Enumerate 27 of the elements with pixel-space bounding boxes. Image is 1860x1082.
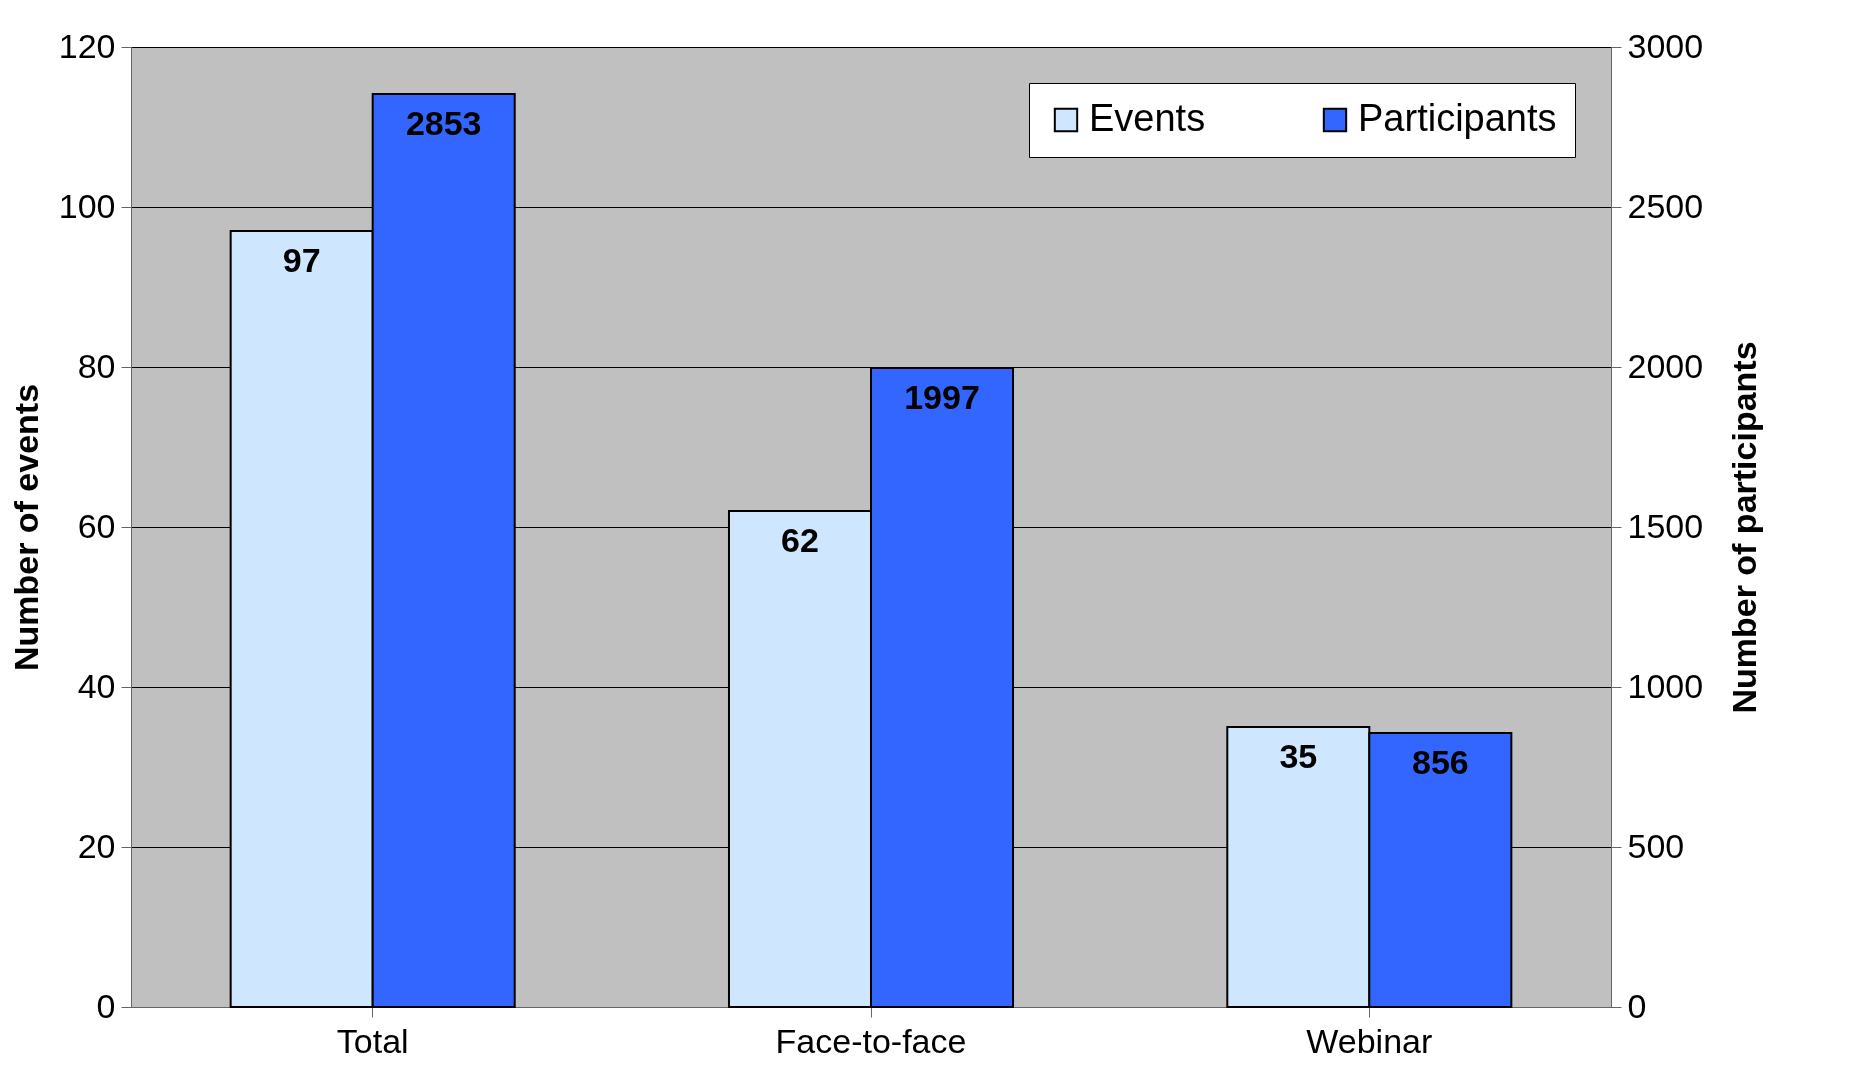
data-label: 1997	[904, 377, 980, 416]
y-tick-label: 0	[96, 986, 116, 1025]
x-tick-label: Face-to-face	[775, 1021, 967, 1060]
data-label: 856	[1411, 743, 1469, 782]
data-label: 97	[282, 241, 321, 279]
y-tick-label: 100	[58, 186, 116, 225]
y2-axis-title: Number of participants	[1725, 341, 1764, 714]
y-axis-title: Number of events	[6, 383, 45, 672]
y2-tick-label: 1500	[1627, 506, 1704, 545]
x-tick-label: Webinar	[1306, 1021, 1433, 1060]
data-label: 2853	[405, 104, 482, 143]
x-tick-label: Total	[336, 1021, 409, 1060]
legend-label: Participants	[1358, 97, 1557, 139]
y2-tick-label: 2500	[1627, 186, 1704, 225]
y2-tick-label: 2000	[1627, 346, 1704, 385]
y-tick-label: 60	[77, 506, 116, 545]
y2-tick-label: 3000	[1627, 26, 1704, 65]
y-tick-label: 40	[77, 666, 116, 705]
y2-tick-label: 0	[1627, 986, 1647, 1025]
y2-tick-label: 500	[1627, 826, 1685, 865]
data-label: 35	[1279, 737, 1318, 775]
y-tick-label: 80	[77, 346, 116, 385]
y-tick-label: 20	[77, 826, 116, 865]
y2-tick-label: 1000	[1627, 666, 1704, 705]
legend-label: Events	[1089, 97, 1206, 139]
y-tick-label: 120	[58, 26, 116, 65]
data-label: 62	[781, 521, 819, 559]
